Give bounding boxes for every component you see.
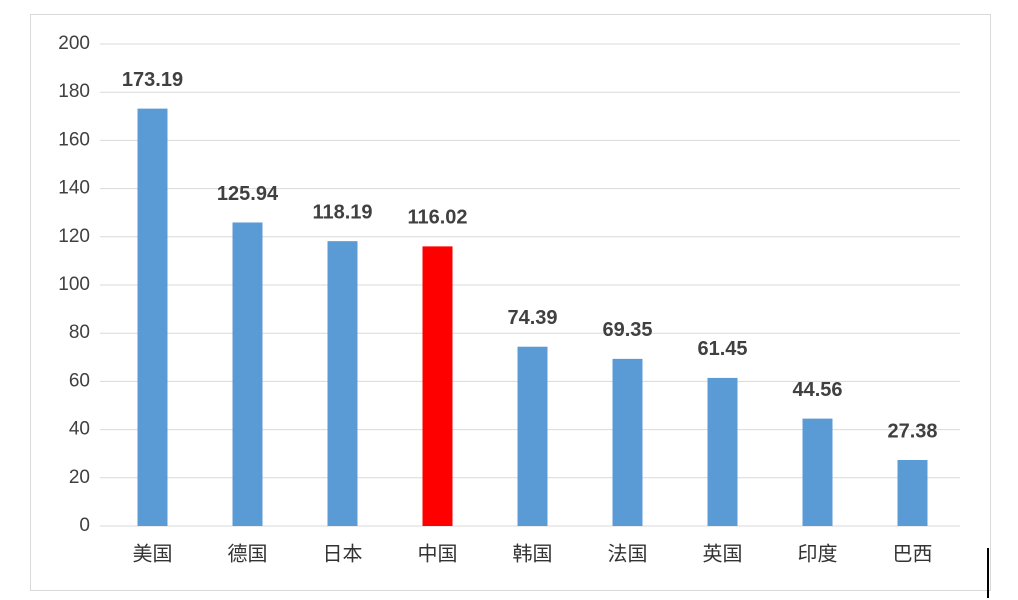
y-tick-label: 200 bbox=[58, 33, 90, 54]
chart-border bbox=[30, 14, 991, 591]
bar bbox=[422, 246, 453, 527]
bar bbox=[327, 241, 358, 526]
value-label: 27.38 bbox=[887, 420, 937, 442]
x-tick-label: 美国 bbox=[133, 542, 173, 565]
bar bbox=[517, 346, 548, 526]
y-tick-label: 160 bbox=[58, 129, 90, 150]
x-tick-label: 印度 bbox=[798, 542, 838, 565]
x-tick-label: 中国 bbox=[418, 542, 458, 565]
y-tick-label: 100 bbox=[58, 274, 90, 295]
bar bbox=[897, 460, 928, 526]
y-tick-label: 40 bbox=[69, 419, 90, 440]
value-label: 116.02 bbox=[407, 207, 467, 229]
value-label: 118.19 bbox=[312, 201, 372, 223]
x-tick-label: 巴西 bbox=[893, 543, 933, 565]
value-label: 61.45 bbox=[697, 338, 747, 360]
value-label: 125.94 bbox=[217, 183, 279, 205]
bar bbox=[707, 377, 738, 526]
y-tick-label: 20 bbox=[69, 467, 90, 488]
y-tick-label: 140 bbox=[58, 178, 90, 199]
bar bbox=[802, 418, 833, 526]
bar bbox=[137, 108, 168, 527]
x-tick-label: 德国 bbox=[228, 542, 268, 565]
value-label: 173.19 bbox=[122, 69, 183, 91]
y-tick-label: 0 bbox=[79, 515, 90, 536]
bar bbox=[612, 358, 643, 526]
value-label: 74.39 bbox=[507, 307, 557, 329]
x-tick-label: 法国 bbox=[608, 542, 648, 565]
y-tick-label: 60 bbox=[69, 370, 90, 391]
y-tick-label: 80 bbox=[69, 322, 90, 343]
x-tick-label: 英国 bbox=[703, 542, 743, 565]
value-label: 44.56 bbox=[792, 379, 842, 401]
y-tick-label: 180 bbox=[58, 81, 90, 102]
x-tick-label: 日本 bbox=[323, 542, 363, 565]
y-tick-label: 120 bbox=[58, 226, 90, 247]
bar bbox=[232, 222, 263, 526]
x-tick-label: 韩国 bbox=[513, 542, 553, 565]
value-label: 69.35 bbox=[602, 319, 652, 341]
